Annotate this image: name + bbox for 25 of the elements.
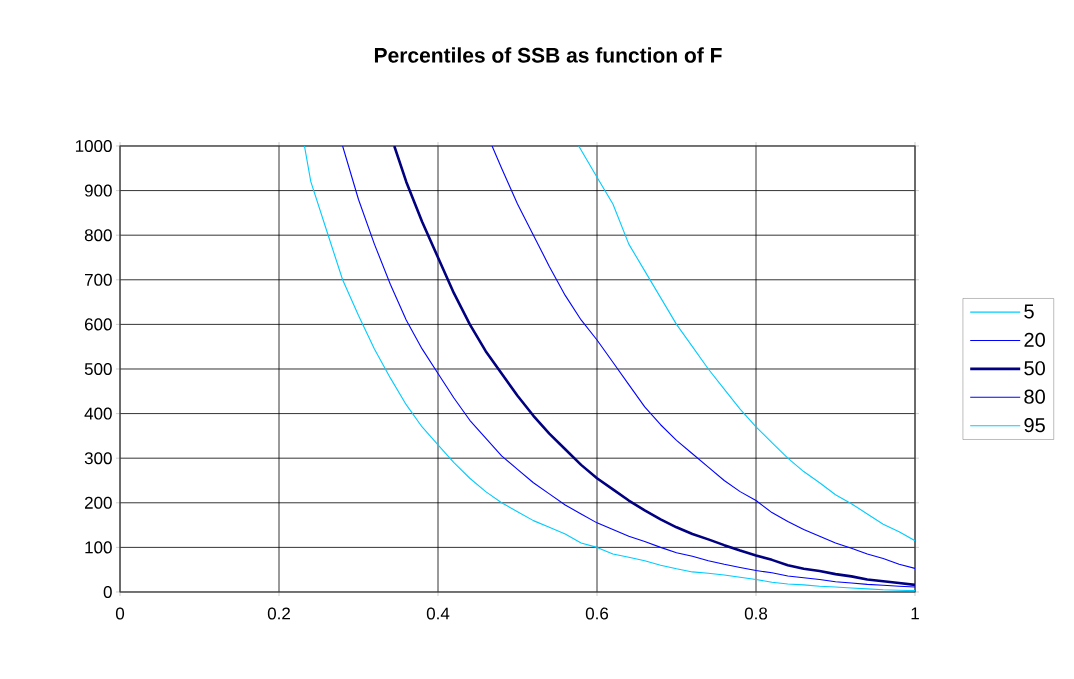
y-tick-label: 400: [84, 407, 112, 420]
y-tick-label: 700: [85, 273, 112, 286]
y-tick-label: 800: [84, 229, 112, 242]
line-series: [578, 145, 916, 542]
y-tick-label: 500: [84, 362, 112, 376]
legend-label: 50: [1024, 361, 1045, 376]
legend-label: 95: [1024, 418, 1045, 433]
legend-label: 80: [1024, 389, 1045, 404]
x-tick-label: 1: [911, 607, 919, 620]
y-tick-label: 1000: [75, 139, 112, 153]
y-tick-label: 100: [85, 541, 112, 554]
x-tick-label: 0: [115, 607, 125, 620]
y-tick-label: 600: [84, 318, 112, 331]
y-tick-label: 200: [84, 496, 112, 509]
y-tick-label: 900: [84, 184, 112, 197]
line-series: [491, 145, 916, 569]
legend-label: 20: [1024, 332, 1045, 347]
x-tick-label: 0.2: [267, 607, 290, 620]
x-tick-label: 0.4: [426, 607, 450, 620]
x-tick-label: 0.6: [585, 607, 609, 620]
y-tick-label: 300: [84, 452, 112, 465]
y-tick-label: 0: [103, 585, 112, 599]
x-tick-label: 0.8: [744, 607, 768, 620]
legend-label: 5: [1024, 304, 1034, 319]
chart-title: Percentiles of SSB as function of F: [374, 47, 722, 63]
